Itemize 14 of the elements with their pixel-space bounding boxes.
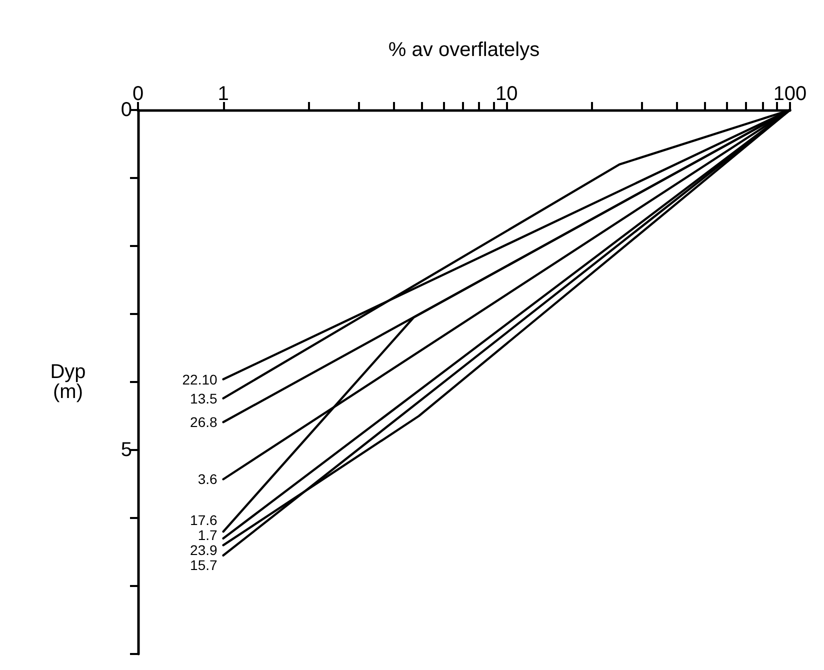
x-tick-label: 1 (218, 83, 229, 105)
series-label: 15.7 (190, 557, 218, 574)
y-tick-label: 5 (120, 439, 132, 461)
x-tick-label: 10 (496, 83, 518, 105)
x-axis-title: % av overflatelys (388, 39, 540, 61)
series-label: 23.9 (190, 542, 218, 558)
series-label: 13.5 (190, 390, 218, 406)
series-label: 1.7 (198, 527, 218, 544)
series-label: 17.6 (190, 512, 218, 528)
series-label: 3.6 (198, 471, 218, 488)
y-axis-title: Dyp (m) (50, 361, 86, 403)
series-label: 22.10 (182, 371, 218, 388)
series-label: 26.8 (190, 414, 218, 430)
x-tick-label: 100 (773, 83, 807, 105)
